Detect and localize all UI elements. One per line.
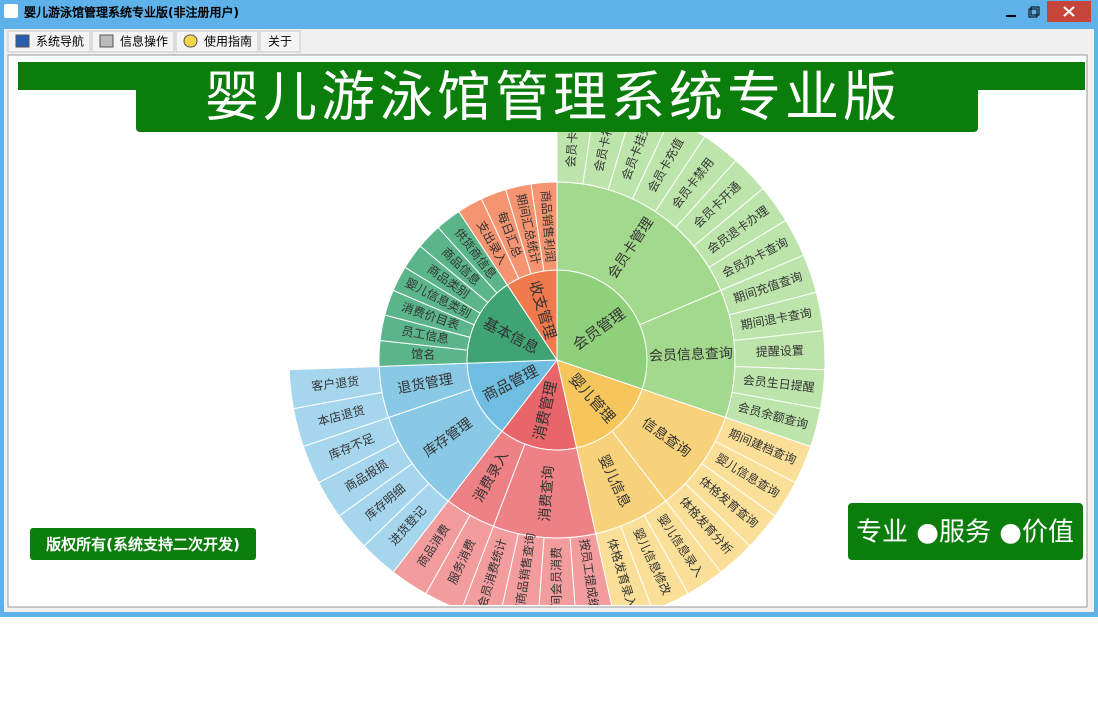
menu-item-box [175,30,259,53]
menu-item-box [259,30,301,53]
segment-label: 会员信息查询 [649,345,734,365]
segment-label: 期间会员消费 [550,547,564,619]
app-icon [4,4,18,18]
segment-label: 提醒设置 [756,342,805,359]
menu-label: 信息操作 [120,34,168,49]
segment-label: 商品销售利润 [538,190,558,263]
banner-title: 婴儿游泳馆管理系统专业版 [205,66,901,129]
menu-label: 关于 [268,35,292,49]
menu-item[interactable]: 信息操作 [91,30,175,53]
copyright-badge [30,528,256,560]
sunburst-segment[interactable] [499,533,545,628]
menu-label: 系统导航 [36,34,84,49]
close-button[interactable] [1047,1,1091,22]
menu-icon [15,34,30,48]
sunburst-segment[interactable] [461,525,519,621]
sunburst-segment[interactable] [537,536,576,628]
menu-item[interactable]: 系统导航 [7,30,91,53]
menu-label: 使用指南 [204,34,252,49]
menu-icon [99,34,114,48]
sunburst-segment[interactable] [619,514,689,610]
menu-bar: 系统导航 信息操作 使用指南 关于 [7,30,301,53]
sunburst-segment[interactable] [595,525,653,621]
slogan-badge [848,503,1083,560]
segment-label: 馆名 [411,346,436,362]
window-title: 婴儿游泳馆管理系统专业版(非注册用户) [24,5,239,20]
menu-icon [183,34,198,48]
segment-label: 客户退货 [311,373,360,393]
menu-item[interactable]: 关于 [259,30,301,53]
slogan-text: 专业 ●服务 ●价值 [856,518,1074,548]
menu-item[interactable]: 使用指南 [175,30,259,53]
sunburst-segment[interactable] [530,181,558,272]
banner [136,62,978,132]
sunburst-segment[interactable] [569,533,615,628]
segment-label: 消费查询 [537,465,557,522]
copyright-text: 版权所有(系统支持二次开发) [46,536,240,554]
restore-button[interactable] [1028,6,1040,18]
sunburst-segment[interactable] [288,365,383,410]
